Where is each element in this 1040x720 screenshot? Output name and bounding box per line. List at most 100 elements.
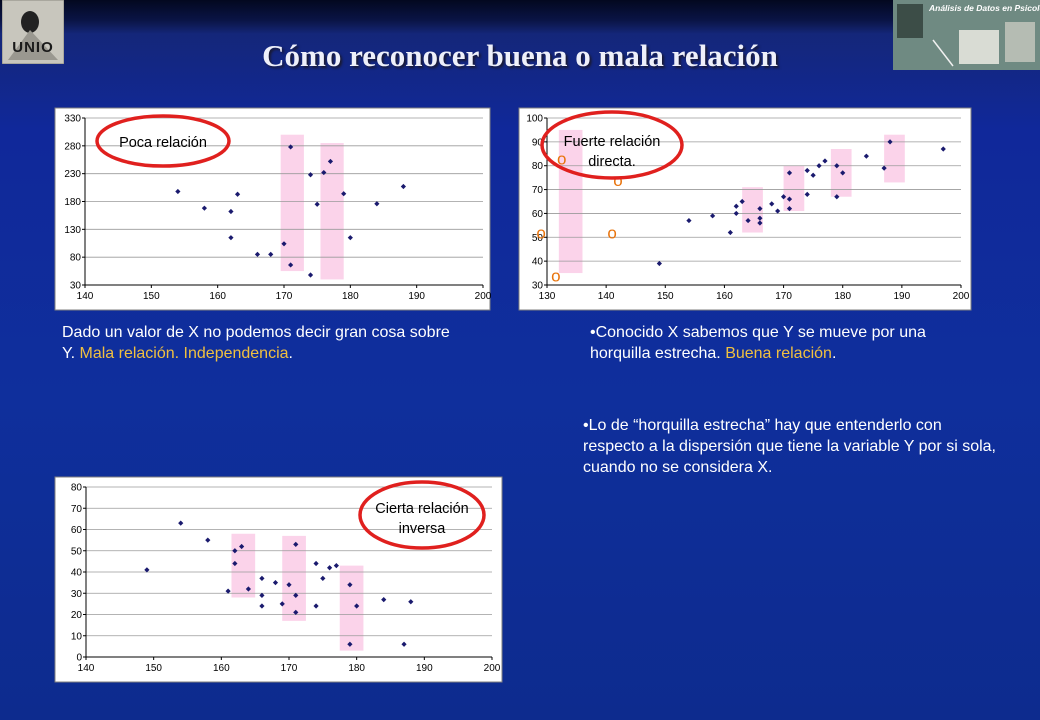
data-point bbox=[286, 582, 292, 588]
data-point bbox=[268, 251, 274, 257]
x-tick-label: 180 bbox=[342, 291, 359, 302]
data-point bbox=[228, 208, 234, 215]
data-point bbox=[769, 201, 775, 207]
data-point bbox=[293, 541, 299, 547]
y-tick-label: 180 bbox=[64, 197, 81, 208]
highlight-band bbox=[884, 134, 905, 183]
annotation-circle bbox=[358, 480, 486, 550]
x-tick-label: 150 bbox=[145, 663, 162, 674]
data-point bbox=[354, 603, 360, 609]
x-tick-label: 170 bbox=[775, 291, 792, 302]
marker-o: o bbox=[551, 266, 560, 285]
x-tick-label: 200 bbox=[484, 663, 501, 674]
data-point bbox=[232, 548, 238, 554]
x-tick-label: 190 bbox=[894, 291, 911, 302]
highlight-band bbox=[282, 535, 306, 621]
data-point bbox=[144, 567, 150, 573]
chart-cierta-relacion-inversa: 0 10 20 30 40 50 60 70 80 140 150 160 170 180 190 200 Ci… bbox=[54, 476, 503, 683]
data-point bbox=[940, 146, 946, 152]
data-point bbox=[374, 201, 380, 207]
marker-o: o bbox=[557, 150, 566, 169]
chart-svg: 0 10 20 30 40 50 60 70 80 140 150 160 170 180 190 200 Ci… bbox=[54, 476, 503, 683]
data-point bbox=[205, 537, 211, 543]
annotation-circle bbox=[95, 114, 231, 168]
x-tick-label: 200 bbox=[475, 291, 492, 302]
y-tick-label: 10 bbox=[71, 631, 83, 642]
annotation-text: Cierta relación bbox=[375, 501, 469, 517]
x-tick-label: 170 bbox=[281, 663, 298, 674]
data-point bbox=[178, 520, 184, 526]
data-point bbox=[259, 575, 265, 581]
x-tick-label: 160 bbox=[716, 291, 733, 302]
data-point bbox=[863, 153, 869, 159]
data-point bbox=[775, 208, 781, 214]
text-horquilla-estrecha: •Lo de “horquilla estrecha” hay que ente… bbox=[583, 417, 996, 476]
data-point bbox=[804, 191, 810, 197]
highlight-band bbox=[783, 165, 805, 212]
y-tick-label: 90 bbox=[532, 137, 544, 148]
y-tick-label: 80 bbox=[532, 161, 544, 172]
data-point bbox=[333, 563, 339, 569]
data-point bbox=[281, 241, 287, 247]
x-tick-label: 200 bbox=[953, 291, 970, 302]
data-point bbox=[810, 172, 816, 178]
data-point bbox=[313, 560, 319, 567]
x-tick-label: 150 bbox=[143, 291, 160, 302]
y-tick-label: 80 bbox=[71, 483, 83, 494]
x-tick-label: 140 bbox=[77, 291, 94, 302]
text-buena-lead: •Conocido X sabemos que Y se mueve por u… bbox=[590, 324, 926, 362]
data-point bbox=[313, 603, 319, 609]
y-tick-label: 60 bbox=[532, 209, 544, 220]
data-point bbox=[816, 163, 822, 169]
text-buena-highlight: Buena relación bbox=[725, 345, 832, 362]
annotation-text: directa. bbox=[588, 154, 636, 170]
x-tick-label: 180 bbox=[348, 663, 365, 674]
data-point bbox=[307, 172, 314, 178]
text-mala-lead: Dado un valor de X no podemos decir gran… bbox=[62, 324, 450, 362]
highlight-band bbox=[280, 134, 304, 272]
y-tick-label: 80 bbox=[70, 253, 82, 264]
text-buena-relacion: •Conocido X sabemos que Y se mueve por u… bbox=[590, 322, 990, 364]
y-tick-label: 330 bbox=[64, 114, 81, 125]
data-point bbox=[834, 163, 840, 169]
data-point bbox=[733, 203, 739, 209]
slide-title: Cómo reconocer buena o mala relación bbox=[262, 38, 778, 73]
data-point bbox=[840, 170, 846, 176]
data-point bbox=[347, 641, 353, 647]
marker-o: o bbox=[607, 224, 616, 243]
data-point bbox=[293, 609, 299, 615]
data-point bbox=[232, 560, 238, 567]
data-point bbox=[834, 194, 840, 200]
x-tick-label: 190 bbox=[416, 663, 433, 674]
data-point bbox=[314, 201, 320, 207]
y-tick-label: 60 bbox=[71, 525, 83, 536]
data-point bbox=[201, 205, 207, 211]
data-point bbox=[686, 217, 692, 224]
top-bar bbox=[0, 0, 1040, 34]
data-point bbox=[341, 191, 347, 197]
data-point bbox=[881, 165, 887, 171]
annotation-circle bbox=[540, 110, 684, 180]
y-tick-label: 30 bbox=[70, 281, 82, 292]
text-mala-highlight: Mala relación. Independencia bbox=[79, 345, 289, 362]
y-tick-label: 30 bbox=[71, 589, 83, 600]
data-point bbox=[320, 575, 326, 581]
x-tick-label: 140 bbox=[78, 663, 95, 674]
x-tick-label: 180 bbox=[834, 291, 851, 302]
highlight-band bbox=[339, 565, 364, 651]
marker-o: o bbox=[613, 171, 622, 190]
y-tick-label: 230 bbox=[64, 169, 81, 180]
data-point bbox=[279, 601, 285, 607]
data-point bbox=[786, 170, 793, 176]
data-point bbox=[293, 592, 299, 598]
annotation-text: Fuerte relación bbox=[564, 134, 661, 150]
data-point bbox=[175, 188, 181, 195]
y-tick-label: 70 bbox=[532, 185, 544, 196]
logo-right-text: Análisis de Datos en Psicología bbox=[928, 3, 1040, 13]
data-point bbox=[327, 565, 333, 571]
data-point bbox=[780, 194, 787, 200]
data-point bbox=[347, 235, 353, 241]
y-tick-label: 70 bbox=[71, 504, 83, 515]
y-tick-label: 20 bbox=[71, 610, 83, 621]
data-point bbox=[254, 251, 261, 257]
